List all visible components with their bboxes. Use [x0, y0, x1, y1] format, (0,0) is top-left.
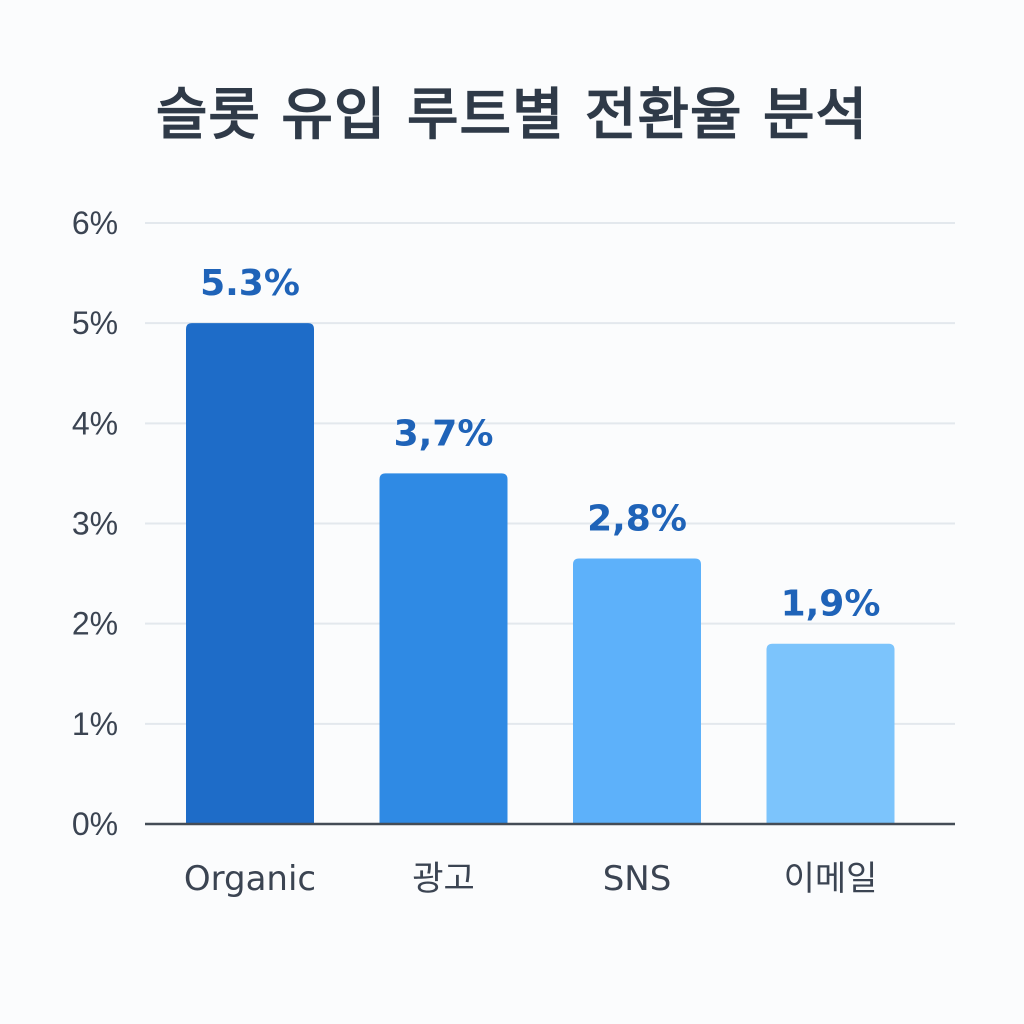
y-tick-label: 0%	[72, 806, 118, 842]
y-tick-label: 2%	[72, 606, 118, 642]
value-label: 3,7%	[394, 413, 494, 454]
x-category-label: Organic	[184, 859, 316, 899]
y-tick-label: 3%	[72, 506, 118, 542]
bar-1	[379, 473, 508, 824]
y-tick-label: 4%	[72, 405, 118, 441]
y-tick-label: 1%	[72, 706, 118, 742]
y-tick-label: 6%	[72, 205, 118, 241]
value-labels: 5.3% 3,7% 2,8% 1,9%	[200, 263, 880, 625]
chart-title: 슬롯 유입 루트별 전환율 분석	[155, 83, 869, 148]
x-category-label: 이메일	[784, 859, 878, 899]
y-axis-ticks: 0% 1% 2% 3% 4% 5% 6%	[72, 205, 118, 842]
y-tick-label: 5%	[72, 305, 118, 341]
x-category-label: 광고	[412, 859, 475, 899]
value-label: 2,8%	[587, 499, 687, 540]
value-label: 1,9%	[781, 584, 881, 625]
bar-3	[766, 643, 895, 824]
x-axis-categories: Organic 광고 SNS 이메일	[184, 859, 878, 899]
value-label: 5.3%	[200, 263, 300, 304]
bars	[186, 323, 895, 824]
x-category-label: SNS	[603, 859, 672, 899]
bar-2	[573, 558, 701, 824]
bar-0	[186, 323, 314, 824]
